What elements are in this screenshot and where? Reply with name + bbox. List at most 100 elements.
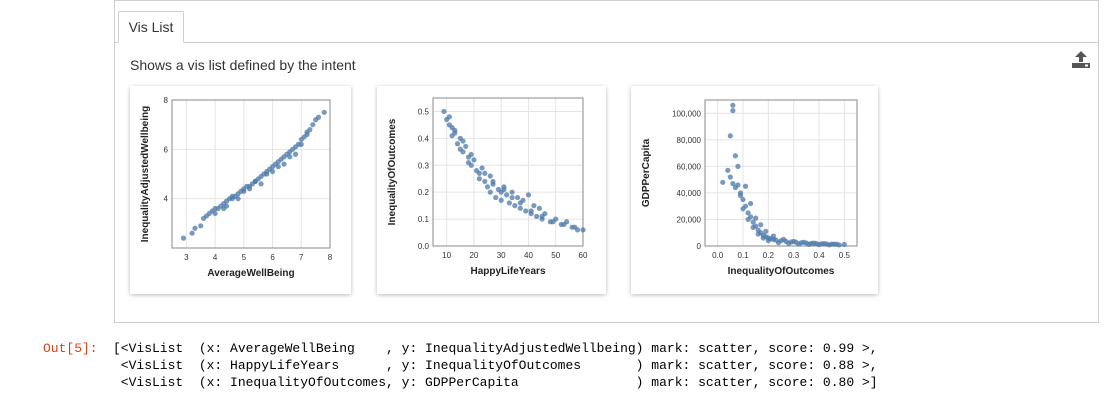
data-point — [269, 168, 276, 175]
data-point — [740, 196, 746, 203]
data-point — [732, 153, 738, 159]
data-point — [235, 196, 241, 202]
data-point — [740, 206, 746, 212]
data-point — [758, 222, 764, 228]
data-point — [189, 230, 195, 236]
data-point — [765, 238, 771, 244]
x-tick-label: 40 — [524, 251, 533, 260]
data-point — [745, 210, 751, 216]
data-point — [727, 133, 733, 139]
data-point — [241, 188, 247, 194]
data-point — [258, 181, 264, 187]
data-point — [826, 242, 832, 248]
data-point — [760, 235, 766, 241]
data-point — [315, 114, 322, 120]
x-tick-label: 0.0 — [712, 251, 724, 260]
data-point — [501, 186, 507, 193]
x-axis-title: AverageWellBeing — [207, 268, 294, 279]
data-point — [732, 185, 738, 191]
data-point — [561, 221, 567, 228]
vis-card-1[interactable]: 3 4 5 6 7 8 4 6 8 AverageWellBeing InequalityAdjus… — [130, 86, 351, 294]
data-point — [755, 231, 761, 237]
data-point — [493, 194, 499, 201]
data-point — [198, 223, 204, 229]
data-point — [831, 241, 837, 247]
data-point — [763, 228, 769, 234]
y-tick-label: 0.3 — [418, 161, 430, 170]
data-point — [775, 240, 782, 246]
data-point — [745, 216, 751, 223]
scatter-chart-1: 3 4 5 6 7 8 4 6 8 AverageWellBeing InequalityAdjus… — [140, 96, 333, 279]
scatter-chart-2: 10 20 30 40 50 60 0.0 0.1 0.2 0.3 0.4 0.5 HappyLifeY… — [387, 97, 588, 277]
output-line: [<VisList (x: AverageWellBeing , y: Ineq… — [113, 341, 878, 356]
data-point — [476, 170, 482, 176]
data-point — [463, 143, 469, 150]
data-point — [310, 122, 316, 128]
data-point — [275, 164, 281, 170]
data-point — [201, 215, 207, 221]
data-point — [441, 108, 447, 115]
data-point — [498, 197, 504, 203]
y-axis-title: InequalityOfOutcomes — [387, 118, 398, 225]
data-point — [460, 149, 466, 155]
data-point — [525, 192, 532, 198]
y-tick-label: 0.2 — [418, 188, 430, 197]
scatter-chart-3: 0.0 0.1 0.2 0.3 0.4 0.5 0 20,000 40,000 60,000 80,… — [641, 99, 858, 277]
data-point — [180, 235, 187, 241]
data-point — [454, 141, 461, 147]
y-tick-label: 6 — [164, 145, 169, 154]
y-tick-label: 8 — [164, 96, 169, 105]
y-tick-label: 100,000 — [672, 109, 701, 118]
y-axis-title: GDPPerCapita — [641, 138, 652, 207]
output-line: <VisList (x: InequalityOfOutcomes, y: GD… — [113, 375, 878, 390]
data-point — [509, 189, 515, 195]
plot-frame — [432, 97, 584, 247]
data-point — [264, 171, 270, 177]
data-point — [796, 241, 802, 247]
data-point — [720, 179, 726, 185]
widget-description: Shows a vis list defined by the intent — [130, 57, 356, 73]
x-tick-label: 6 — [270, 253, 275, 262]
data-point — [514, 194, 521, 201]
upload-icon[interactable] — [1070, 49, 1092, 71]
data-point — [816, 242, 822, 248]
tab-vis-list[interactable]: Vis List — [118, 11, 184, 43]
data-point — [806, 241, 812, 248]
data-point — [287, 154, 293, 160]
x-tick-label: 0.4 — [813, 251, 825, 260]
tab-divider — [115, 42, 1098, 43]
data-point — [536, 205, 542, 211]
data-point — [212, 210, 218, 217]
data-point — [482, 178, 488, 185]
data-point — [229, 193, 235, 199]
vis-card-3[interactable]: 0.0 0.1 0.2 0.3 0.4 0.5 0 20,000 40,000 60,000 80,… — [631, 86, 878, 294]
data-point — [841, 241, 847, 248]
data-point — [304, 131, 310, 138]
vis-card-2[interactable]: 10 20 30 40 50 60 0.0 0.1 0.2 0.3 0.4 0.5 HappyLifeY… — [377, 86, 606, 294]
data-point — [484, 184, 491, 190]
x-tick-label: 20 — [469, 251, 478, 260]
data-point — [770, 233, 776, 239]
data-point — [539, 213, 545, 219]
y-tick-label: 20,000 — [677, 215, 702, 224]
x-tick-label: 0.1 — [737, 251, 749, 260]
x-tick-label: 10 — [442, 251, 451, 260]
data-point — [791, 238, 797, 244]
data-point — [523, 208, 529, 214]
data-point — [550, 219, 556, 225]
data-point — [307, 127, 313, 133]
x-axis-title: HappyLifeYears — [470, 266, 545, 277]
y-tick-label: 0.4 — [418, 134, 430, 143]
data-point — [460, 138, 466, 144]
data-point — [192, 225, 198, 231]
x-axis-title: InequalityOfOutcomes — [728, 266, 835, 277]
data-point — [292, 151, 299, 157]
data-point — [727, 174, 733, 180]
data-point — [730, 102, 736, 108]
data-point — [281, 161, 287, 167]
data-point — [446, 114, 452, 120]
data-point — [750, 224, 756, 231]
data-point — [748, 200, 754, 207]
x-tick-label: 7 — [299, 253, 304, 262]
plot-frame — [704, 99, 858, 247]
